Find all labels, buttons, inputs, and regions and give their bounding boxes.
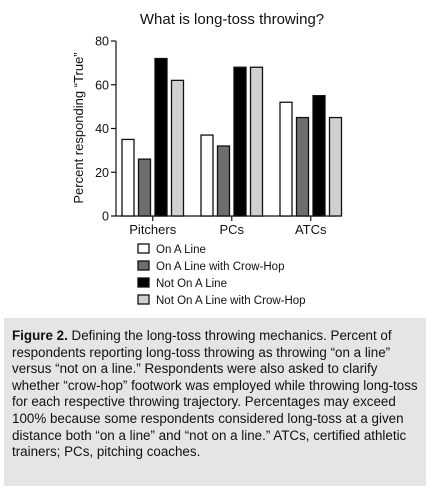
bar [312,95,326,217]
figure-caption: Figure 2. Defining the long-toss throwin… [4,318,426,486]
x-tick-label: ATCs [295,222,327,237]
bar [121,138,135,217]
bar [137,158,152,217]
y-tick-label: 80 [95,35,109,49]
bar-chart: What is long-toss throwing? Percent resp… [71,11,343,307]
bar [233,66,247,217]
y-tick-label: 60 [95,78,109,92]
bar [154,57,168,217]
legend-swatch [137,243,150,254]
bar [216,145,231,217]
y-tick-label: 20 [95,166,109,180]
chart-title: What is long-toss throwing? [140,11,324,28]
legend-label: Not On A Line with Crow-Hop [156,295,306,307]
y-tick-label: 0 [102,210,109,224]
legend-swatch [137,277,150,288]
bar [295,116,310,217]
y-axis-label: Percent responding “True” [71,52,86,203]
legend-swatch [137,294,150,305]
x-tick-label: Pitchers [129,222,176,237]
caption-text: Defining the long-toss throwing mechanic… [12,328,418,460]
figure-label: Figure 2. [12,328,68,343]
y-tick-label: 40 [95,122,109,136]
x-tick-label: PCs [219,222,244,237]
bar [200,134,214,217]
legend-label: Not On A Line [156,278,227,290]
legend-label: On A Line [156,244,206,256]
legend-swatch [137,260,150,271]
bar [328,116,343,217]
bar [279,101,293,217]
legend-label: On A Line with Crow-Hop [156,261,284,273]
bar [170,79,185,217]
bar [249,66,264,217]
